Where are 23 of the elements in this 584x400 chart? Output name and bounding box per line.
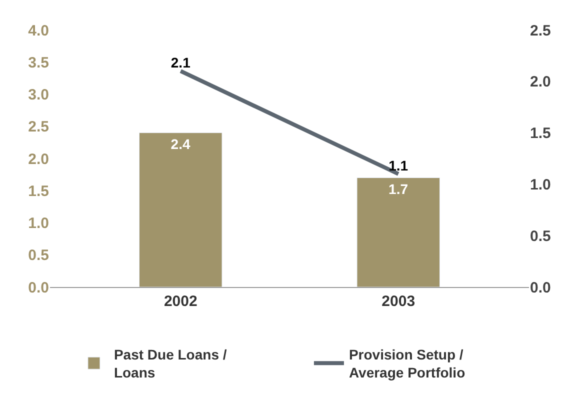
y2-tick-label: 0.5: [530, 228, 551, 245]
y2-tick-label: 1.5: [530, 125, 551, 142]
y-tick-label: 1.0: [28, 215, 49, 232]
y-tick-label: 2.0: [28, 150, 49, 168]
y2-tick-label: 2.0: [530, 74, 551, 91]
x-tick-label: 2003: [382, 293, 416, 310]
data-label: 2.4: [170, 136, 190, 152]
legend-label: Provision Setup / Average Portfolio: [348, 346, 466, 381]
y-tick-label: 0.0: [28, 279, 49, 296]
data-label: 1.1: [388, 157, 408, 174]
data-label: 2.1: [170, 54, 191, 71]
y-tick-label: 3.0: [28, 86, 49, 104]
data-label: 1.7: [388, 180, 408, 197]
y2-tick-label: 1.0: [530, 176, 551, 194]
y-tick-label: 3.5: [28, 54, 49, 72]
x-tick-label: 2002: [164, 293, 198, 310]
y-tick-label: 1.5: [28, 182, 49, 200]
y2-tick-label: 2.5: [530, 22, 551, 40]
legend-label: Past Due Loans / Loans: [114, 346, 227, 381]
y-tick-label: 2.5: [28, 118, 49, 136]
y-tick-label: 0.5: [28, 247, 49, 264]
y2-tick-label: 0.0: [530, 279, 551, 296]
y-tick-label: 4.0: [28, 22, 49, 40]
